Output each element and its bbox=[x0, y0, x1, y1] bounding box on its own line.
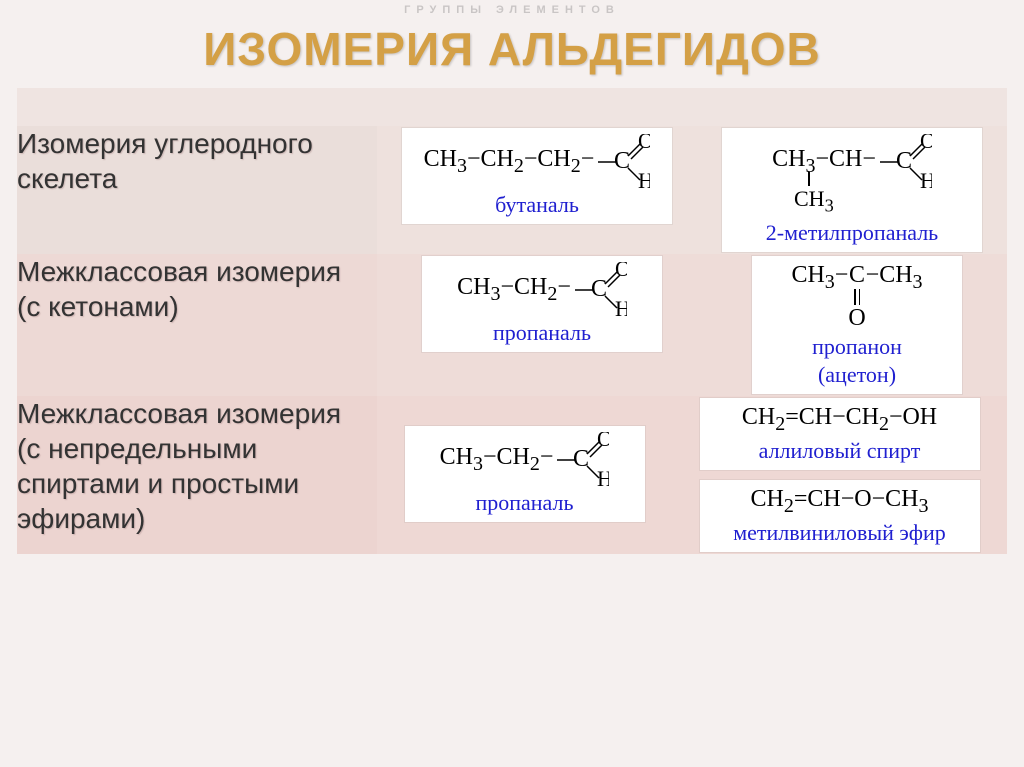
svg-text:H: H bbox=[615, 296, 627, 318]
svg-text:C: C bbox=[896, 148, 912, 174]
svg-text:O: O bbox=[615, 262, 627, 281]
slide-title: ИЗОМЕРИЯ АЛЬДЕГИДОВ bbox=[0, 0, 1024, 88]
ketone-right: −CH3 bbox=[866, 262, 923, 294]
compound-name: метилвиниловый эфир bbox=[710, 520, 970, 546]
compound-box: CH3−CH2− C O H пропаналь bbox=[422, 256, 662, 352]
compound-name: 2-метилпропаналь bbox=[732, 220, 972, 246]
compound-formula: CH3−CH2− bbox=[440, 444, 554, 476]
row-label: Межклассовая изомерия(с непредельными сп… bbox=[17, 396, 377, 554]
row-content: CH3−CH2−CH2− C O H бутаналь bbox=[377, 126, 1007, 254]
compound-name: аллиловый спирт bbox=[710, 438, 970, 464]
compound-sub-formula: CH3 bbox=[794, 186, 834, 211]
compound-box: CH2=CH−CH2−OH аллиловый спирт bbox=[700, 398, 980, 470]
compound-name: пропанон bbox=[762, 334, 952, 360]
compound-formula: CH3−CH2−CH2− bbox=[424, 146, 595, 178]
svg-text:H: H bbox=[597, 466, 609, 488]
svg-text:O: O bbox=[638, 134, 650, 153]
compound-box: CH3−CH− C O H bbox=[722, 128, 982, 252]
compound-box: CH2=CH−O−CH3 метилвиниловый эфир bbox=[700, 480, 980, 552]
row-label-text: Межклассовая изомерия(с кетонами) bbox=[17, 256, 341, 322]
row-label-text: Изомерия углеродного скелета bbox=[17, 128, 313, 194]
aldehyde-group-icon: C O H bbox=[571, 262, 627, 318]
row-content: CH3−CH2− C O H пропаналь bbox=[377, 396, 1007, 554]
compound-name: пропаналь bbox=[432, 320, 652, 346]
compound-box: CH3−CH2− C O H пропаналь bbox=[405, 426, 645, 522]
compound-formula: CH3−CH2− bbox=[457, 274, 571, 306]
compound-formula: CH2=CH−CH2−OH bbox=[710, 404, 970, 436]
aldehyde-group-icon: C O H bbox=[594, 134, 650, 190]
compound-name-alt: (ацетон) bbox=[762, 362, 952, 388]
aldehyde-group-icon: C O H bbox=[553, 432, 609, 488]
compound-row: CH3−CH2− C O H пропаналь bbox=[377, 254, 1007, 396]
svg-text:O: O bbox=[920, 134, 932, 153]
compound-formula: CH2=CH−O−CH3 bbox=[710, 486, 970, 518]
aldehyde-group-icon: C O H bbox=[876, 134, 932, 190]
row-label: Изомерия углеродного скелета bbox=[17, 126, 377, 254]
svg-text:C: C bbox=[614, 148, 630, 174]
compound-row: CH3−CH2− C O H пропаналь bbox=[377, 396, 1007, 554]
ketone-left: CH3− bbox=[791, 262, 848, 294]
svg-text:C: C bbox=[591, 276, 607, 302]
compound-name: бутаналь bbox=[412, 192, 662, 218]
table-row: Изомерия углеродного скелета CH3−CH2−CH2… bbox=[17, 126, 1007, 254]
table-row: Межклассовая изомерия(с непредельными сп… bbox=[17, 396, 1007, 554]
row-content: CH3−CH2− C O H пропаналь bbox=[377, 254, 1007, 396]
compound-row: CH3−CH2−CH2− C O H бутаналь bbox=[377, 126, 1007, 254]
table-row: Межклассовая изомерия(с кетонами) CH3−CH… bbox=[17, 254, 1007, 396]
table-header-row bbox=[17, 88, 1007, 126]
compound-name: пропаналь bbox=[415, 490, 635, 516]
svg-text:O: O bbox=[597, 432, 609, 451]
svg-text:H: H bbox=[638, 168, 650, 190]
row-label-text: Межклассовая изомерия(с непредельными сп… bbox=[17, 398, 341, 534]
svg-text:C: C bbox=[573, 446, 589, 472]
header-empty-left bbox=[17, 88, 377, 126]
compound-box: CH3− C O −CH3 пропанон bbox=[752, 256, 962, 394]
compound-box: CH3−CH2−CH2− C O H бутаналь bbox=[402, 128, 672, 224]
header-empty-right bbox=[377, 88, 1007, 126]
isomerism-table: Изомерия углеродного скелета CH3−CH2−CH2… bbox=[17, 88, 1007, 554]
svg-text:H: H bbox=[920, 168, 932, 190]
row-label: Межклассовая изомерия(с кетонами) bbox=[17, 254, 377, 396]
slide-container: ГРУППЫ ЭЛЕМЕНТОВ ИЗОМЕРИЯ АЛЬДЕГИДОВ Изо… bbox=[0, 0, 1024, 767]
